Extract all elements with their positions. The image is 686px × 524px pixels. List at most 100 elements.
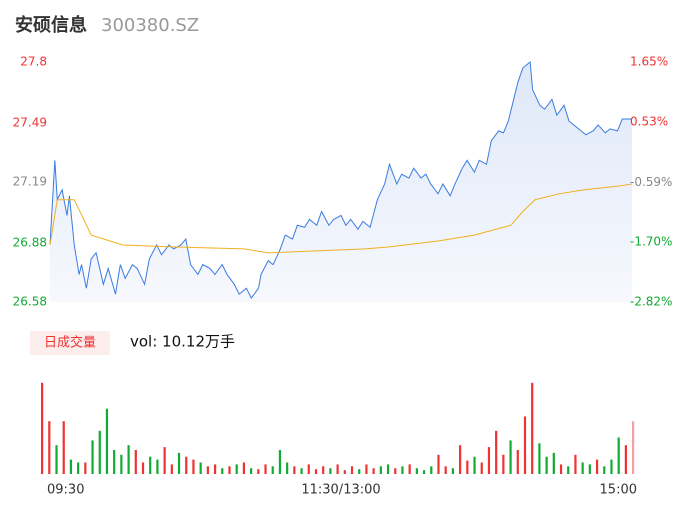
y2-tick-label: -2.82% bbox=[630, 295, 672, 309]
volume-total: vol: 10.12万手 bbox=[130, 333, 235, 351]
volume-bar bbox=[559, 464, 563, 474]
volume-bar bbox=[581, 462, 584, 474]
volume-bar bbox=[170, 464, 173, 474]
volume-bar bbox=[336, 464, 339, 474]
volume-bar bbox=[552, 452, 555, 474]
x-tick-label: 09:30 bbox=[47, 483, 84, 498]
volume-bar bbox=[437, 454, 440, 474]
volume-bar bbox=[228, 466, 231, 474]
volume-bar bbox=[624, 445, 627, 474]
stock-code: 300380.SZ bbox=[101, 15, 199, 36]
volume-bar bbox=[480, 462, 483, 474]
volume-bar bbox=[466, 460, 469, 474]
volume-bar bbox=[343, 470, 346, 474]
volume-bar bbox=[84, 462, 87, 474]
volume-bar bbox=[177, 452, 181, 474]
volume-bar bbox=[451, 468, 455, 474]
volume-bar bbox=[473, 456, 476, 474]
volume-bar bbox=[595, 459, 599, 474]
volume-bar bbox=[459, 445, 462, 474]
volume-bar bbox=[509, 440, 512, 474]
volume-bar bbox=[487, 447, 491, 474]
volume-bar bbox=[286, 462, 289, 474]
volume-bar bbox=[41, 382, 44, 474]
y-tick-label: 27.8 bbox=[20, 55, 47, 69]
volume-bar bbox=[264, 464, 267, 474]
volume-bar bbox=[350, 466, 354, 474]
y-tick-label: 26.88 bbox=[13, 235, 47, 249]
volume-bar bbox=[91, 440, 94, 474]
volume-bar bbox=[55, 445, 58, 474]
volume-bar bbox=[250, 468, 253, 474]
volume-bar bbox=[430, 466, 433, 474]
volume-bar bbox=[271, 466, 274, 474]
volume-bar bbox=[538, 443, 541, 474]
volume-bar bbox=[293, 466, 296, 474]
volume-bar bbox=[127, 445, 130, 474]
volume-bar bbox=[523, 416, 527, 474]
volume-bar bbox=[213, 464, 217, 474]
volume-bar bbox=[365, 464, 368, 474]
y-tick-label: 27.19 bbox=[13, 175, 47, 189]
volume-bar bbox=[105, 408, 109, 474]
volume-bar bbox=[120, 454, 123, 474]
volume-bar bbox=[574, 454, 577, 474]
volume-bar bbox=[141, 462, 145, 474]
x-tick-label: 15:00 bbox=[600, 483, 637, 498]
volume-bar bbox=[69, 459, 73, 474]
y2-tick-label: -0.59% bbox=[630, 175, 672, 189]
volume-bar bbox=[495, 430, 498, 474]
volume-bar bbox=[77, 462, 80, 474]
volume-bar bbox=[149, 456, 152, 474]
volume-bar bbox=[322, 466, 325, 474]
volume-bar bbox=[567, 466, 570, 474]
volume-bar bbox=[156, 459, 159, 474]
volume-bar bbox=[242, 462, 246, 474]
volume-bar bbox=[199, 462, 202, 474]
volume-bar bbox=[163, 447, 166, 474]
volume-bar bbox=[401, 466, 404, 474]
volume-bar bbox=[62, 421, 65, 474]
legend-box bbox=[30, 331, 110, 355]
volume-bar bbox=[358, 469, 361, 474]
volume-bar bbox=[588, 464, 591, 474]
y2-tick-label: 1.65% bbox=[630, 55, 668, 69]
volume-bar bbox=[221, 468, 224, 474]
volume-bar bbox=[545, 456, 548, 474]
volume-bar bbox=[206, 466, 209, 474]
y2-tick-label: -1.70% bbox=[630, 234, 672, 248]
volume-bar bbox=[314, 469, 318, 474]
volume-bar bbox=[386, 464, 390, 474]
price-area bbox=[50, 62, 632, 302]
volume-bar bbox=[531, 382, 534, 474]
price-line bbox=[49, 61, 632, 300]
volume-bar bbox=[278, 450, 282, 474]
volume-bar bbox=[516, 450, 519, 474]
volume-bar bbox=[185, 456, 188, 474]
volume-bar bbox=[632, 421, 635, 474]
volume-bar bbox=[610, 459, 613, 474]
volume-bar bbox=[307, 464, 310, 474]
volume-bar bbox=[329, 468, 332, 474]
volume-bar bbox=[235, 464, 238, 474]
volume-bar bbox=[372, 468, 375, 474]
volume-bar bbox=[394, 468, 397, 474]
y2-tick-label: 0.53% bbox=[630, 115, 668, 129]
volume-bar bbox=[617, 437, 620, 474]
volume-bar bbox=[444, 466, 447, 474]
y-tick-label: 26.58 bbox=[13, 295, 47, 309]
volume-bar bbox=[192, 459, 195, 474]
volume-bar bbox=[415, 468, 418, 474]
volume-bar bbox=[502, 454, 505, 474]
volume-legend: 日成交量 bbox=[44, 335, 96, 351]
volume-bar bbox=[300, 468, 303, 474]
volume-bar bbox=[408, 464, 411, 474]
average-line bbox=[49, 183, 633, 254]
volume-bar bbox=[257, 469, 260, 474]
stock-name: 安硕信息 bbox=[15, 14, 87, 36]
y-tick-label: 27.49 bbox=[13, 115, 47, 129]
volume-bar bbox=[603, 466, 606, 474]
volume-bar bbox=[422, 470, 426, 474]
volume-bar bbox=[134, 450, 137, 474]
